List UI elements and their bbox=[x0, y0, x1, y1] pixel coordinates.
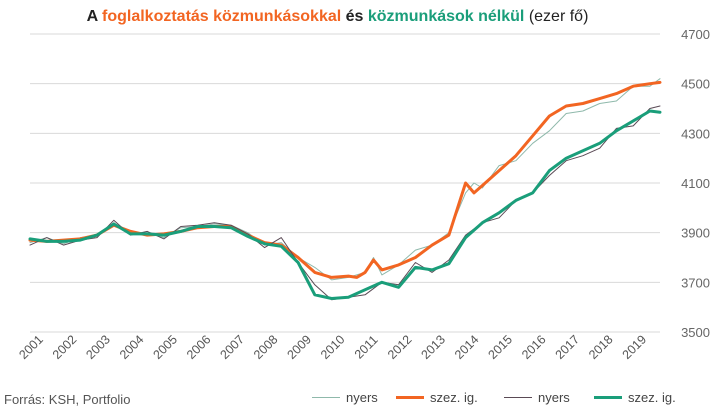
series-line-3 bbox=[29, 105, 661, 301]
y-tick-label: 4100 bbox=[681, 176, 710, 191]
x-tick-label: 2008 bbox=[251, 332, 281, 362]
x-tick-label: 2014 bbox=[452, 332, 482, 362]
legend-item-2: szez. ig. bbox=[396, 390, 478, 405]
x-tick-label: 2013 bbox=[419, 332, 449, 362]
legend-swatch bbox=[594, 396, 622, 399]
x-tick-label: 2015 bbox=[486, 332, 516, 362]
gridlines bbox=[30, 33, 660, 333]
x-tick-label: 2011 bbox=[352, 333, 381, 362]
legend-item-4: szez. ig. bbox=[594, 390, 676, 405]
x-tick-label: 2009 bbox=[284, 332, 314, 362]
chart-title: A foglalkoztatás közmunkásokkal és közmu… bbox=[0, 8, 675, 26]
legend-item-3: nyers bbox=[504, 390, 570, 405]
legend-swatch bbox=[312, 397, 340, 398]
title-part-unit: (ezer fő) bbox=[524, 8, 589, 25]
legend-swatch bbox=[504, 397, 532, 398]
x-tick-label: 2012 bbox=[385, 332, 415, 362]
x-tick-label: 2007 bbox=[217, 332, 247, 362]
series-line-2 bbox=[28, 80, 662, 279]
x-tick-label: 2019 bbox=[620, 332, 650, 362]
x-tick-label: 2004 bbox=[117, 332, 147, 362]
y-tick-label: 4500 bbox=[681, 77, 710, 92]
legend-swatch bbox=[396, 396, 424, 399]
x-tick-label: 2001 bbox=[16, 332, 46, 362]
legend-item-1: nyers bbox=[312, 390, 378, 405]
legend-label: szez. ig. bbox=[628, 390, 676, 405]
x-tick-label: 2010 bbox=[318, 332, 348, 362]
x-tick-label: 2018 bbox=[586, 332, 616, 362]
y-tick-label: 3500 bbox=[681, 325, 710, 340]
legend-label: szez. ig. bbox=[430, 390, 478, 405]
series-lines bbox=[28, 78, 662, 301]
series-line-4 bbox=[28, 109, 662, 300]
y-tick-label: 4700 bbox=[681, 27, 710, 42]
x-tick-label: 2003 bbox=[83, 332, 113, 362]
x-axis-labels: 2001 2002 2003 2004 2005 2006 2007 2008 2009 2010… bbox=[16, 332, 649, 362]
x-tick-label: 2002 bbox=[50, 332, 80, 362]
y-tick-label: 3900 bbox=[681, 226, 710, 241]
title-part-3: és bbox=[341, 8, 368, 25]
x-tick-label: 2017 bbox=[553, 332, 583, 362]
y-tick-label: 3700 bbox=[681, 275, 710, 290]
title-part-without: közmunkások nélkül bbox=[367, 8, 525, 25]
series-line-1 bbox=[29, 78, 661, 281]
title-part-with: foglalkoztatás közmunkásokkal bbox=[102, 8, 342, 25]
legend-label: nyers bbox=[346, 390, 378, 405]
x-tick-label: 2016 bbox=[519, 332, 549, 362]
x-tick-label: 2006 bbox=[184, 332, 214, 362]
y-axis-labels: 3500 3700 3900 4100 4300 4500 4700 bbox=[681, 27, 710, 340]
title-part-1: A bbox=[86, 8, 102, 25]
legend-label: nyers bbox=[538, 390, 570, 405]
source-note: Forrás: KSH, Portfolio bbox=[4, 392, 131, 407]
x-tick-label: 2005 bbox=[150, 332, 180, 362]
y-tick-label: 4300 bbox=[681, 126, 710, 141]
